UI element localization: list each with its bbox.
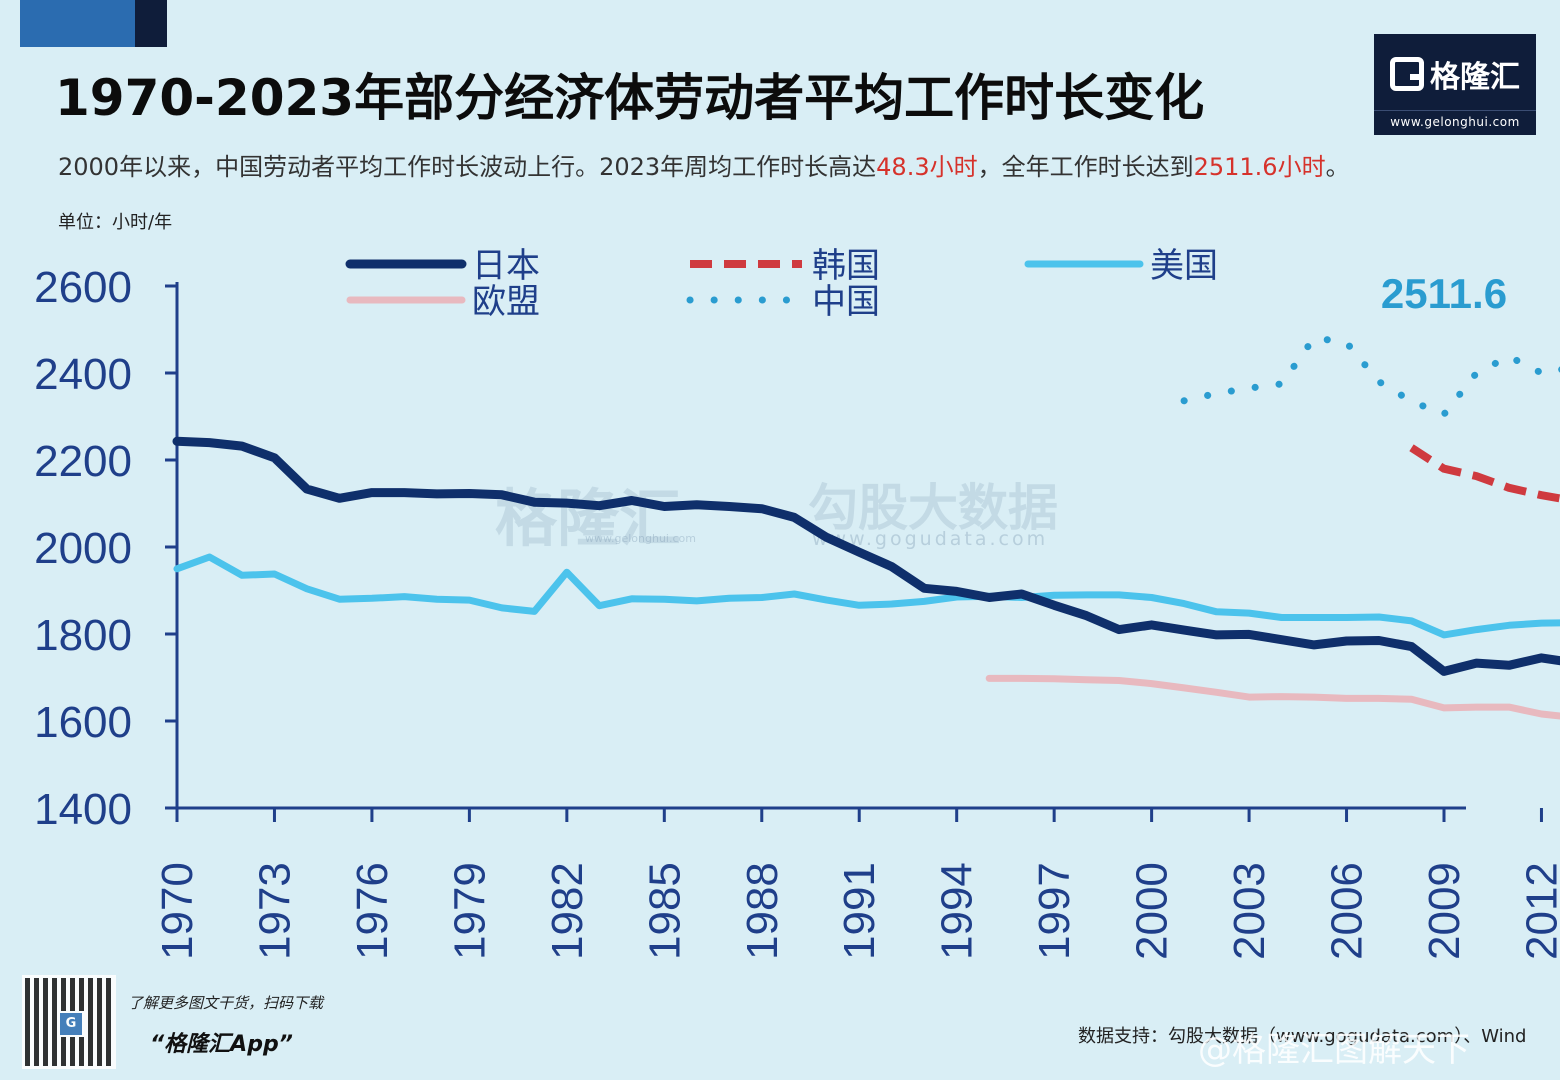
logo-url: www.gelonghui.com — [1374, 110, 1536, 129]
promo-app-name: “格隆汇App” — [150, 1032, 293, 1057]
y-tick-label: 1400 — [34, 785, 132, 834]
subtitle-highlight-weekly-hours: 48.3小时 — [876, 153, 978, 181]
promo-text: 了解更多图文干货，扫码下载 — [128, 994, 324, 1012]
y-tick-label: 2400 — [34, 350, 132, 399]
x-tick-label: 2006 — [1323, 862, 1372, 960]
x-tick-label: 1982 — [543, 862, 592, 960]
x-tick-label: 2000 — [1128, 862, 1177, 960]
legend-label-china: 中国 — [812, 282, 880, 322]
corner-accent-navy — [135, 0, 167, 47]
watermark-gogudata-url: www.gogudata.com — [812, 528, 1049, 550]
subtitle-text-1: 2000年以来，中国劳动者平均工作时长波动上行。2023年周均工作时长高达 — [58, 153, 877, 181]
corner-accent-blue — [20, 0, 135, 47]
line-chart: 1400 1600 1800 2000 2200 2400 2600 1970 1973 1976… — [34, 246, 1560, 960]
page-subtitle: 2000年以来，中国劳动者平均工作时长波动上行。2023年周均工作时长高达48.… — [58, 147, 1538, 182]
legend-label-eu: 欧盟 — [472, 282, 540, 322]
axes-layer: 1400 1600 1800 2000 2200 2400 2600 1970 1973 1976… — [34, 263, 1560, 960]
series-layer — [172, 334, 1560, 720]
y-tick-label: 1600 — [34, 698, 132, 747]
y-tick-label: 2200 — [34, 437, 132, 486]
legend-label-korea: 韩国 — [812, 246, 880, 286]
page-title: 1970-2023年部分经济体劳动者平均工作时长变化 — [55, 69, 1205, 127]
legend-label-usa: 美国 — [1150, 246, 1218, 286]
x-tick-label: 1997 — [1030, 862, 1079, 960]
gelonghui-logo[interactable]: 格隆汇 www.gelonghui.com — [1374, 34, 1536, 135]
qr-center-g-icon: G — [58, 1011, 84, 1037]
data-source: 数据支持：勾股大数据（www.gogudata.com）、Wind — [1078, 1026, 1527, 1047]
x-tick-label: 1973 — [250, 862, 299, 960]
subtitle-text-2: ，全年工作时长达到 — [977, 153, 1194, 181]
series-line-china — [1180, 334, 1560, 418]
x-tick-label: 2009 — [1420, 862, 1469, 960]
subtitle-text-3: 。 — [1325, 153, 1350, 181]
y-tick-label: 2000 — [34, 524, 132, 573]
watermark-gogudata: 勾股大数据 — [808, 479, 1058, 537]
qr-code[interactable]: G — [22, 975, 116, 1069]
series-line-korea — [1409, 444, 1560, 503]
gelonghui-g-icon — [1390, 57, 1424, 91]
series-line-japan — [172, 436, 1560, 676]
x-tick-label: 1985 — [640, 862, 689, 960]
series-line-usa — [173, 553, 1560, 639]
unit-label: 单位：小时/年 — [58, 212, 173, 233]
legend-label-japan: 日本 — [472, 246, 540, 286]
watermark-gelonghui-url: www.gelonghui.com — [585, 532, 696, 545]
subtitle-highlight-annual-hours: 2511.6小时 — [1193, 153, 1326, 181]
watermark-gelonghui: 格隆汇 — [495, 482, 682, 555]
logo-name: 格隆汇 — [1430, 60, 1520, 95]
x-tick-label: 2003 — [1225, 862, 1274, 960]
x-tick-label: 1991 — [835, 862, 884, 960]
y-tick-label: 1800 — [34, 611, 132, 660]
x-tick-label: 1994 — [933, 862, 982, 960]
x-tick-label: 1976 — [348, 862, 397, 960]
x-tick-label: 1979 — [445, 862, 494, 960]
x-tick-label: 1970 — [153, 862, 202, 960]
x-tick-label: 2012 — [1517, 862, 1560, 960]
x-tick-label: 1988 — [738, 862, 787, 960]
y-tick-label: 2600 — [34, 263, 132, 312]
series-line-eu — [985, 674, 1560, 720]
weibo-watermark: @格隆汇图解天下 — [1198, 1030, 1470, 1070]
china-2023-annotation: 2511.6 — [1381, 270, 1507, 317]
